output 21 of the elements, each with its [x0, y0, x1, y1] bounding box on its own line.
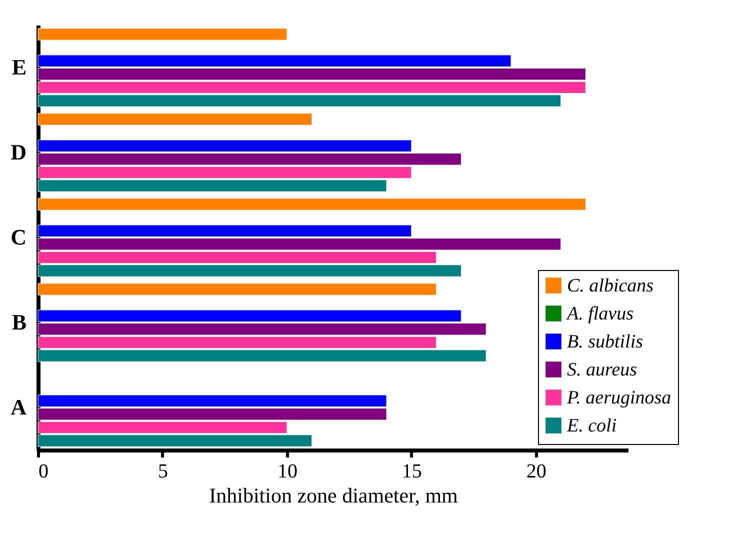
x-tick-label: 10	[277, 460, 298, 482]
y-tick-label: D	[10, 140, 26, 164]
bar	[38, 198, 586, 210]
x-axis-title: Inhibition zone diameter, mm	[209, 484, 458, 508]
x-tick-label: 20	[526, 460, 546, 482]
bar	[38, 283, 437, 296]
x-tick-label: 0	[38, 460, 48, 482]
legend-label: E. coli	[566, 416, 617, 436]
legend-label: A. flavus	[565, 304, 634, 324]
y-tick-label: E	[12, 54, 26, 80]
x-tick-label: 15	[402, 460, 422, 482]
legend-label: C. albicans	[567, 276, 654, 296]
legend-label: B. subtilis	[567, 332, 644, 352]
bar	[38, 113, 312, 126]
bar	[38, 28, 288, 40]
legend-label: P. aeruginosa	[566, 388, 672, 408]
legend-label: S. aureus	[567, 360, 638, 380]
x-tick-label: 5	[158, 460, 168, 482]
y-tick-label: A	[10, 394, 27, 420]
y-tick-label: C	[10, 224, 26, 250]
y-tick-label: B	[12, 310, 27, 334]
